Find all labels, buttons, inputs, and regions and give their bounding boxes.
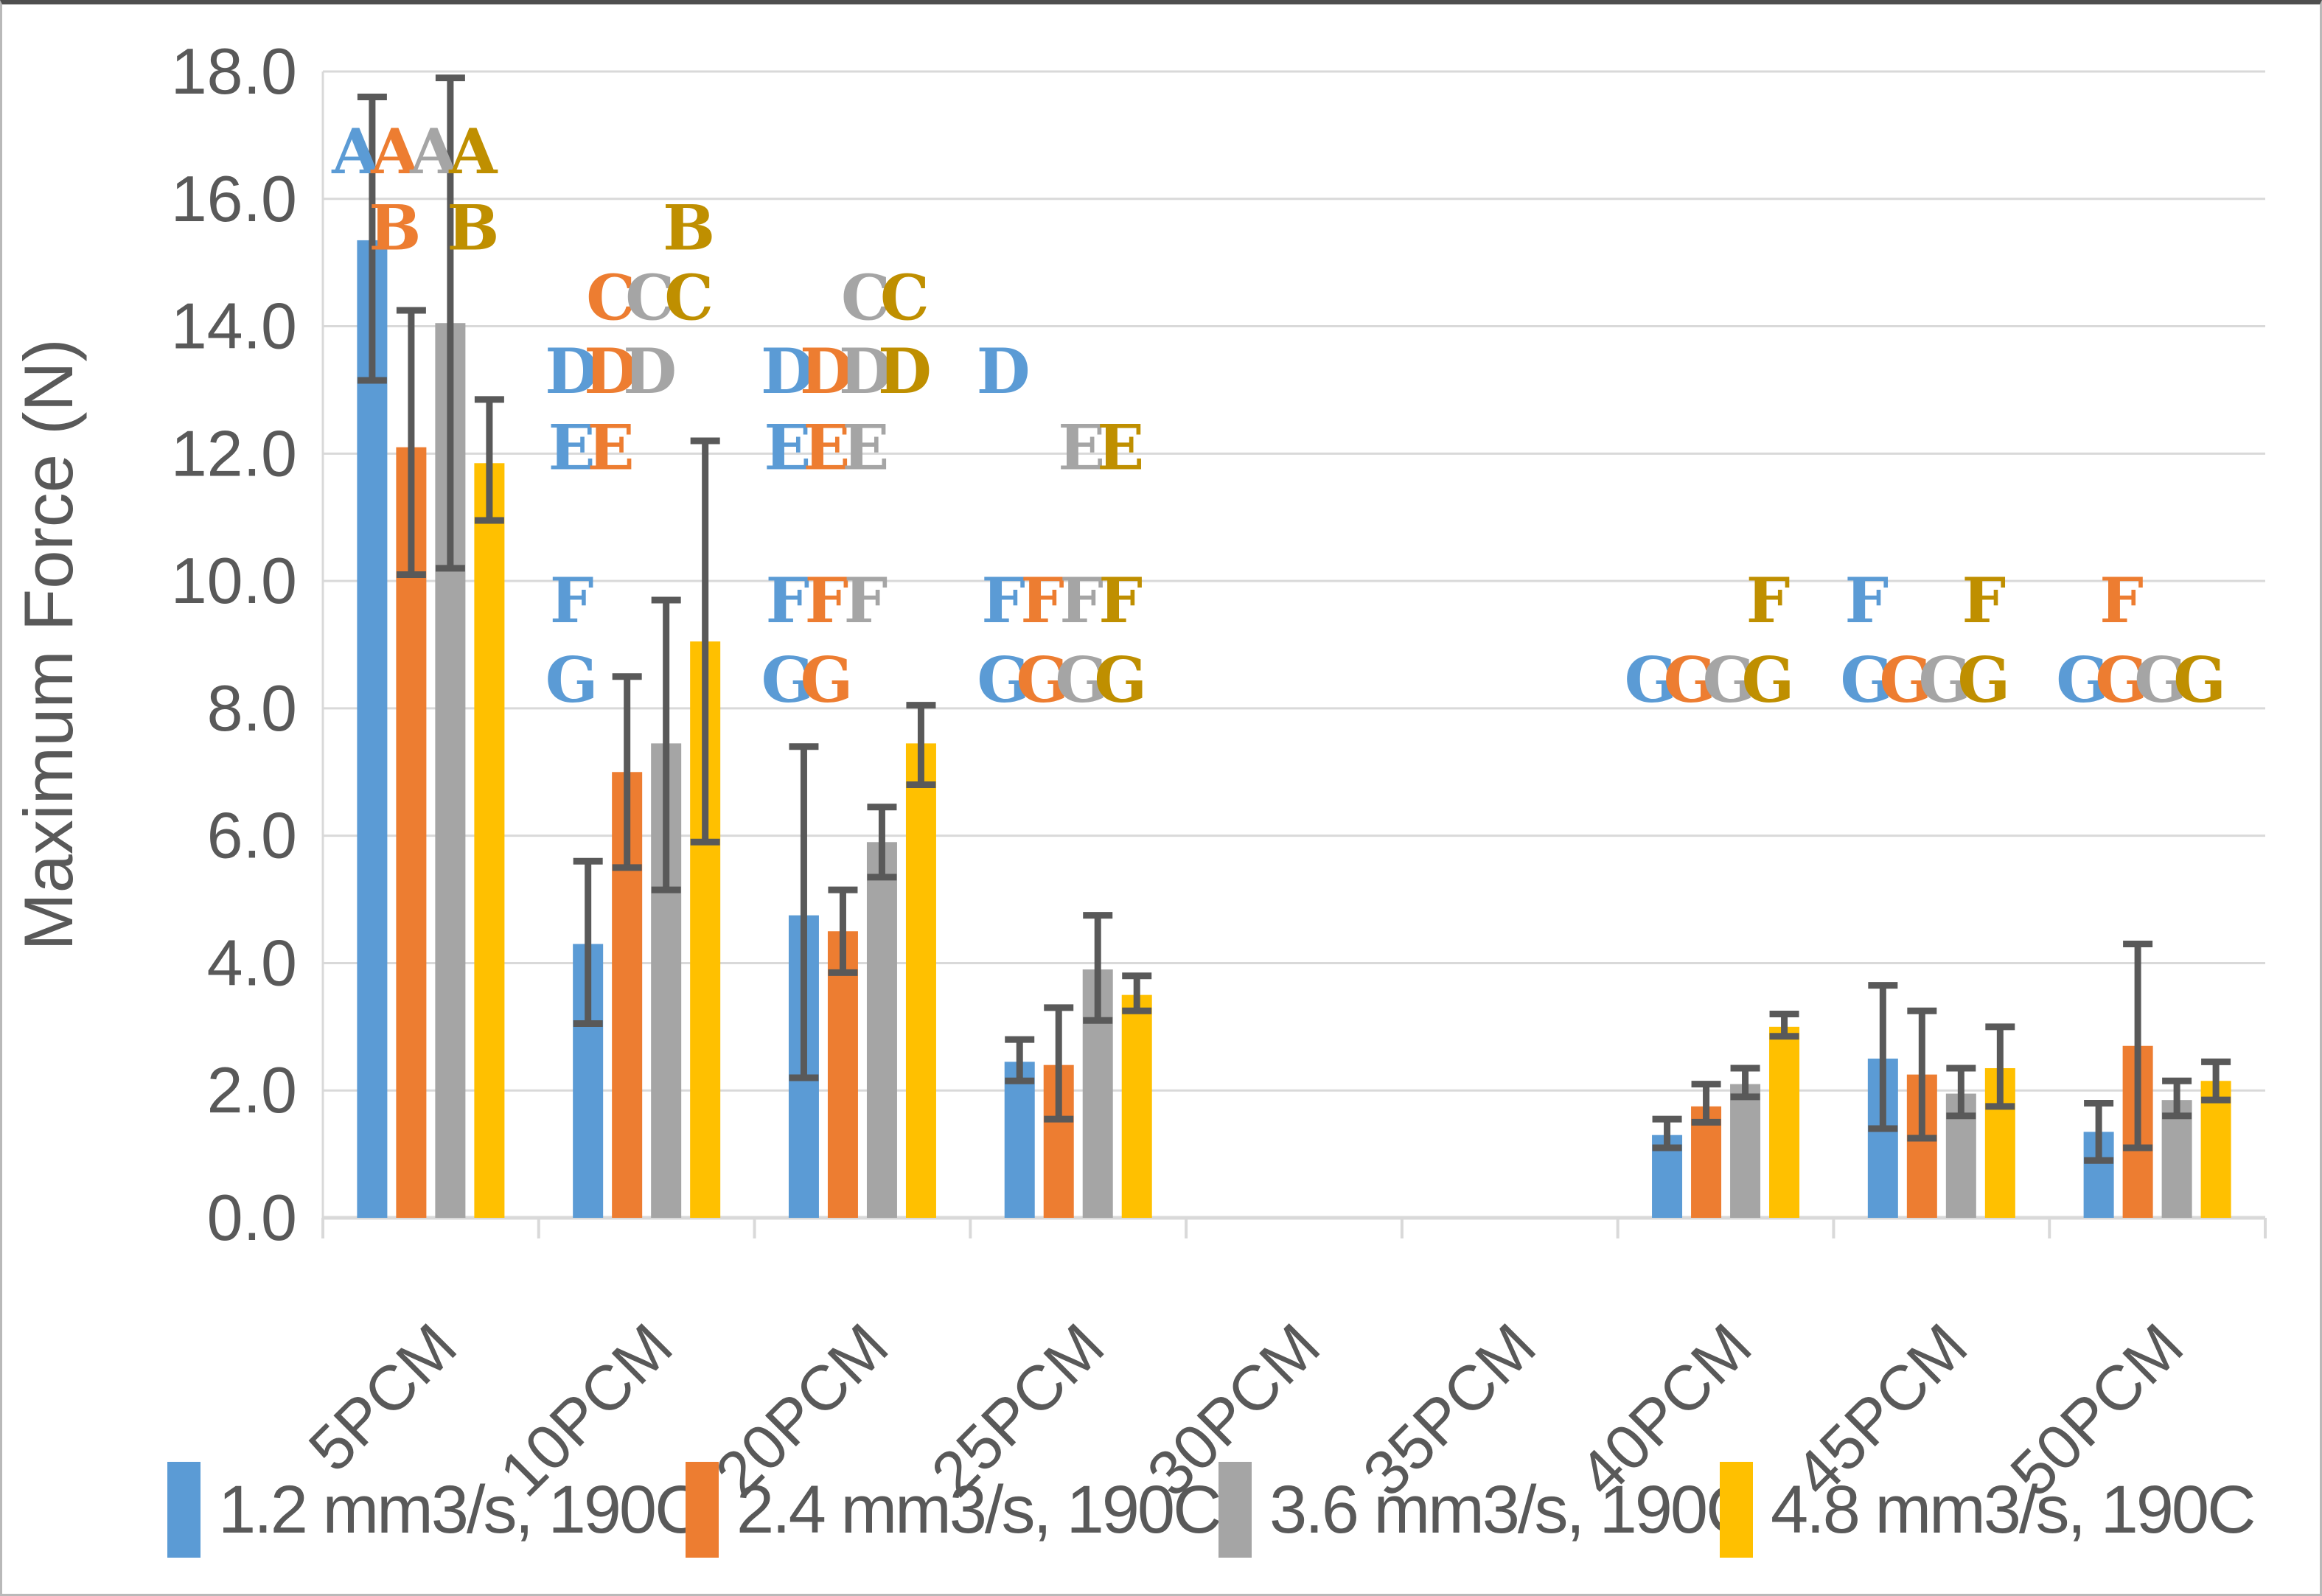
bar — [1004, 1062, 1035, 1218]
letter-annotation: G — [801, 644, 854, 717]
letter-annotation: G — [1055, 644, 1108, 717]
letter-annotation: A — [409, 115, 459, 188]
y-tick-label: 8.0 — [207, 672, 297, 745]
letter-annotation: D — [761, 335, 815, 408]
letter-annotation: F — [805, 564, 849, 637]
letter-annotation: E — [588, 411, 635, 484]
y-tick-label: 14.0 — [171, 290, 297, 363]
y-tick-label: 6.0 — [207, 799, 297, 872]
letter-annotation: G — [1840, 644, 1893, 717]
letter-annotation: A — [448, 115, 498, 188]
bar — [474, 463, 505, 1218]
letter-annotation: G — [761, 644, 815, 717]
letter-annotation: A — [370, 115, 420, 188]
letter-annotation: F — [1962, 564, 2007, 637]
bar — [905, 743, 936, 1218]
bar — [1121, 994, 1152, 1218]
letter-annotation: F — [2099, 564, 2144, 637]
letter-annotation: E — [803, 411, 850, 484]
letter-annotation: F — [766, 564, 810, 637]
letter-annotation: A — [331, 115, 381, 188]
legend-item: 4.8 mm3/s, 190C — [1720, 1458, 2256, 1561]
bar — [2161, 1100, 2192, 1218]
legend-label: 1.2 mm3/s, 190C — [218, 1471, 704, 1547]
legend-label: 4.8 mm3/s, 190C — [1771, 1471, 2256, 1547]
letter-annotation: G — [545, 644, 599, 717]
legend-swatch-series2 — [686, 1462, 719, 1558]
letter-annotation: G — [1664, 644, 1717, 717]
letter-annotation: D — [800, 335, 854, 408]
letter-annotation: F — [844, 564, 888, 637]
chart-canvas: 0.0 2.0 4.0 6.0 8.0 10.0 12.0 14.0 16.0 18.0 Maxim… — [10, 35, 2267, 1510]
letter-annotation: D — [878, 335, 932, 408]
legend-label: 2.4 mm3/s, 190C — [736, 1471, 1222, 1547]
bar — [2200, 1081, 2231, 1218]
y-tick-label: 16.0 — [171, 162, 297, 235]
letter-annotation: F — [1098, 564, 1143, 637]
letter-annotation: F — [1059, 564, 1104, 637]
letter-annotation: G — [1016, 644, 1069, 717]
letter-annotation: G — [1918, 644, 1971, 717]
y-axis-title: Maximum Force (N) — [10, 338, 87, 950]
letter-annotation: D — [623, 335, 677, 408]
letter-annotation: G — [2056, 644, 2109, 717]
bar — [827, 931, 858, 1218]
letter-annotation: G — [2095, 644, 2148, 717]
letter-annotation: E — [548, 411, 596, 484]
y-tick-label: 10.0 — [171, 544, 297, 617]
legend-item: 3.6 mm3/s, 190C — [1218, 1458, 1755, 1561]
letter-annotation: G — [1625, 644, 1678, 717]
legend-swatch-series3 — [1218, 1462, 1252, 1558]
letter-annotation: C — [586, 262, 635, 335]
legend-item: 2.4 mm3/s, 190C — [686, 1458, 1222, 1561]
y-tick-label: 2.0 — [207, 1053, 297, 1126]
letter-annotation: G — [2173, 644, 2226, 717]
letter-annotation: D — [584, 335, 638, 408]
y-tick-label: 12.0 — [171, 417, 297, 489]
letter-annotation: E — [842, 411, 889, 484]
y-tick-label: 4.0 — [207, 926, 297, 999]
letter-annotation: G — [1957, 644, 2010, 717]
bar — [1730, 1084, 1761, 1218]
letter-annotation: D — [545, 335, 599, 408]
letter-annotation: E — [764, 411, 811, 484]
y-tick-label: 18.0 — [171, 35, 297, 108]
legend-item: 1.2 mm3/s, 190C — [167, 1458, 704, 1561]
letter-annotation: F — [1845, 564, 1889, 637]
letter-annotation: F — [1746, 564, 1791, 637]
letter-annotation: G — [1879, 644, 1932, 717]
letter-annotation: F — [981, 564, 1025, 637]
bar — [357, 240, 388, 1218]
letter-annotation: D — [839, 335, 893, 408]
letter-annotation: G — [1094, 644, 1147, 717]
letter-annotation: F — [550, 564, 594, 637]
bar — [1769, 1026, 1800, 1218]
legend-swatch-series1 — [167, 1462, 201, 1558]
letter-annotation: F — [1020, 564, 1064, 637]
bar — [866, 842, 897, 1218]
letter-annotation: G — [1703, 644, 1756, 717]
letter-annotation: G — [2134, 644, 2187, 717]
letter-annotation: B — [369, 192, 421, 265]
letter-annotation: C — [625, 262, 674, 335]
letter-annotation: C — [664, 262, 714, 335]
legend: 1.2 mm3/s, 190C 2.4 mm3/s, 190C 3.6 mm3/… — [2, 1458, 2320, 1569]
letter-annotation: C — [841, 262, 890, 335]
letter-annotation: E — [1097, 411, 1144, 484]
letter-annotation: C — [880, 262, 930, 335]
letter-annotation: G — [977, 644, 1030, 717]
y-tick-label: 0.0 — [207, 1181, 297, 1254]
legend-swatch-series4 — [1720, 1462, 1753, 1558]
letter-annotation: E — [1058, 411, 1105, 484]
letter-annotation: D — [977, 335, 1031, 408]
letter-annotation: G — [1742, 644, 1795, 717]
letter-annotation: B — [447, 192, 499, 265]
legend-label: 3.6 mm3/s, 190C — [1269, 1471, 1755, 1547]
letter-annotation: B — [663, 192, 715, 265]
